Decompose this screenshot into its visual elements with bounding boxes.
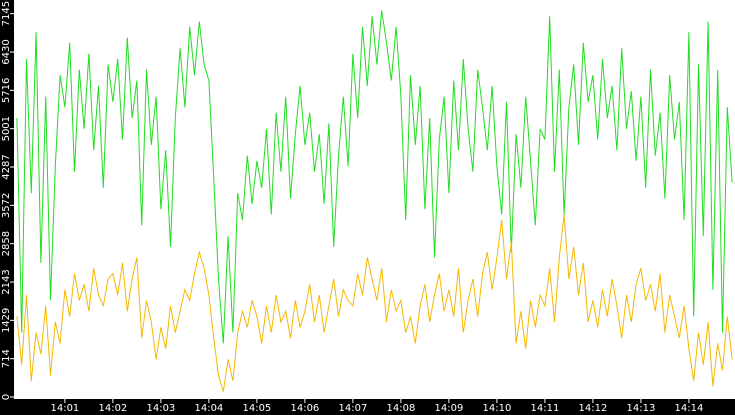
y-tick-label: 4287	[1, 154, 12, 179]
x-tick-label: 14:11	[530, 403, 559, 414]
x-tick-label: 14:13	[627, 403, 656, 414]
x-tick-label: 14:14	[675, 403, 704, 414]
x-tick-label: 14:03	[146, 403, 175, 414]
y-tick-label: 2143	[1, 269, 12, 294]
x-tick-label: 14:06	[290, 403, 319, 414]
y-tick-label: 1429	[1, 308, 12, 333]
y-tick-label: 7145	[1, 1, 12, 26]
y-tick-label: 3572	[1, 193, 12, 218]
x-axis-band	[0, 399, 735, 415]
y-tick-label: 2858	[1, 231, 12, 256]
x-tick-label: 14:10	[482, 403, 511, 414]
x-tick-label: 14:01	[50, 403, 79, 414]
x-tick-label: 14:09	[434, 403, 463, 414]
y-tick-label: 5716	[1, 78, 12, 103]
x-tick-label: 14:07	[338, 403, 367, 414]
x-tick-label: 14:05	[242, 403, 271, 414]
y-tick-label: 5001	[1, 116, 12, 141]
line-series	[16, 214, 733, 392]
y-tick-label: 6430	[1, 39, 12, 64]
y-tick-label: 714	[1, 349, 12, 368]
y-axis-band	[0, 0, 14, 415]
x-tick-label: 14:02	[98, 403, 127, 414]
x-tick-label: 14:04	[194, 403, 223, 414]
line-series	[16, 10, 733, 344]
y-tick-label: 0	[1, 394, 12, 400]
x-tick-label: 14:08	[386, 403, 415, 414]
x-tick-label: 14:12	[578, 403, 607, 414]
